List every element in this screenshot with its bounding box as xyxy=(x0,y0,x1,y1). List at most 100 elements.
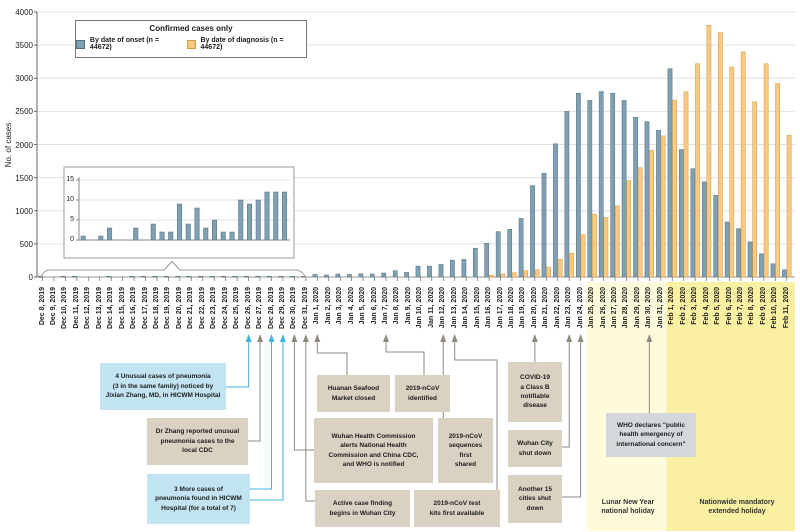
diagnosis-bar xyxy=(649,150,654,278)
diagnosis-bar xyxy=(557,258,563,278)
date-arrows xyxy=(245,334,653,342)
legend-label-onset: By date of onset (n = 44672) xyxy=(89,37,159,51)
x-axis-label: Dec 11, 2019 xyxy=(72,287,80,329)
onset-bar xyxy=(289,275,295,278)
inset-bar xyxy=(98,235,104,241)
onset-bar xyxy=(576,92,581,278)
x-axis-label: Dec 26, 2019 xyxy=(244,287,252,330)
inset-bar xyxy=(80,235,86,241)
x-axis-label: Jan 21, 2020 xyxy=(542,287,550,329)
onset-bar xyxy=(221,275,226,278)
x-axis-label: Feb 10, 2020 xyxy=(771,287,779,329)
inset-bar xyxy=(247,203,253,241)
diagnosis-bar xyxy=(752,101,758,278)
x-axis-label: Jan 28, 2020 xyxy=(622,287,630,329)
onset-bar xyxy=(472,247,478,278)
onset-bar xyxy=(369,273,375,278)
diagnosis-bar xyxy=(488,275,494,278)
onset-bar xyxy=(450,259,455,278)
onset-bar xyxy=(140,275,146,278)
onset-bar xyxy=(243,275,249,278)
x-axis-label: Feb 4, 2020 xyxy=(702,287,710,325)
x-axis-label: Dec 21, 2019 xyxy=(187,287,195,330)
bars xyxy=(37,25,792,278)
diagnosis-bar xyxy=(569,252,574,278)
onset-bar xyxy=(175,275,180,278)
annotation-who-phe: WHO declares "public health emergency of… xyxy=(606,413,696,457)
legend-swatch-diagnosis xyxy=(186,39,196,49)
x-axis-label: Feb 3, 2020 xyxy=(691,287,699,325)
onset-bar xyxy=(610,92,616,278)
x-axis-label: Jan 27, 2020 xyxy=(611,287,618,329)
x-axis-label: Feb 5, 2020 xyxy=(714,287,721,325)
x-axis-label: Dec 17, 2019 xyxy=(141,287,149,330)
inset-bar xyxy=(220,231,226,241)
x-axis-label: Dec 31, 2019 xyxy=(301,287,309,330)
onset-bar xyxy=(713,194,719,278)
onset-bar xyxy=(427,265,432,278)
onset-bar xyxy=(667,68,673,278)
x-axis-label: Dec 28, 2019 xyxy=(267,287,275,330)
y-axis-tick-label: 1000 xyxy=(15,206,33,216)
diagnosis-bar xyxy=(740,51,746,278)
legend: Confirmed cases only By date of onset (n… xyxy=(75,20,307,58)
onset-bar xyxy=(564,111,570,278)
x-axis-label: Jan 14, 2020 xyxy=(462,287,470,329)
onset-bar xyxy=(782,269,787,278)
x-axis-label: Jan 31, 2020 xyxy=(656,287,664,329)
x-axis-label: Dec 19, 2019 xyxy=(164,287,172,330)
onset-bar xyxy=(415,265,421,278)
onset-bar xyxy=(736,228,741,278)
x-axis-label: Feb 7, 2020 xyxy=(736,287,744,325)
up-arrow-icon xyxy=(314,334,321,342)
x-axis-label: Jan 29, 2020 xyxy=(633,287,641,329)
band-label-2: Nationwide mandatory extended holiday xyxy=(699,499,775,516)
x-axis-label: Jan 17, 2020 xyxy=(496,287,504,329)
annotation-case-finding: Active case finding begins in Wuhan City xyxy=(315,490,410,527)
x-axis-label: Jan 6, 2020 xyxy=(370,287,378,325)
onset-bar xyxy=(278,275,284,278)
up-arrow-icon xyxy=(279,334,286,342)
x-axis-label: Jan 20, 2020 xyxy=(530,287,538,329)
onset-bar xyxy=(495,231,501,278)
y-axis-tick-label: 2000 xyxy=(15,140,33,150)
onset-bar xyxy=(759,253,764,278)
onset-bar xyxy=(255,275,261,278)
onset-bar xyxy=(461,259,467,278)
onset-bar xyxy=(553,143,558,278)
up-arrow-icon xyxy=(383,334,389,342)
x-axis-label: Dec 25, 2019 xyxy=(233,287,241,330)
inset-tick-label: 0 xyxy=(70,236,74,243)
annotation-wuhan-shutdown: Wuhan City shut down xyxy=(508,430,562,467)
diagnosis-bar xyxy=(775,83,780,278)
onset-bar xyxy=(484,242,490,278)
up-arrow-icon xyxy=(245,334,252,342)
x-axis-label: Dec 16, 2019 xyxy=(130,287,138,330)
onset-bar xyxy=(404,272,409,278)
x-ticks xyxy=(42,277,788,281)
y-axis-tick-label: 500 xyxy=(19,239,33,249)
onset-bar xyxy=(701,181,707,278)
onset-bar xyxy=(163,275,169,278)
annotation-unusual-cases: 4 Unusual cases of pneumonia (3 in the s… xyxy=(100,363,226,410)
inset-bar xyxy=(150,223,156,241)
up-arrow-icon xyxy=(451,334,458,342)
onset-bar xyxy=(518,218,524,278)
y-axis-tick-label: 3000 xyxy=(15,74,33,84)
x-axis-label: Jan 3, 2020 xyxy=(336,287,344,325)
legend-title: Confirmed cases only xyxy=(149,24,233,33)
onset-bar xyxy=(747,241,753,278)
onset-bar xyxy=(724,221,730,278)
onset-bar xyxy=(656,130,661,278)
up-arrow-icon xyxy=(531,334,538,342)
diagnosis-bar xyxy=(718,32,723,278)
up-arrow-icon xyxy=(302,334,309,342)
diagnosis-bar xyxy=(500,273,506,278)
diagnosis-bar xyxy=(706,25,712,278)
x-axis-label: Feb 11, 2020 xyxy=(782,287,790,329)
diagnosis-bar xyxy=(637,167,643,278)
up-arrow-icon xyxy=(268,334,275,342)
x-axis-label: Dec 23, 2019 xyxy=(210,287,218,330)
